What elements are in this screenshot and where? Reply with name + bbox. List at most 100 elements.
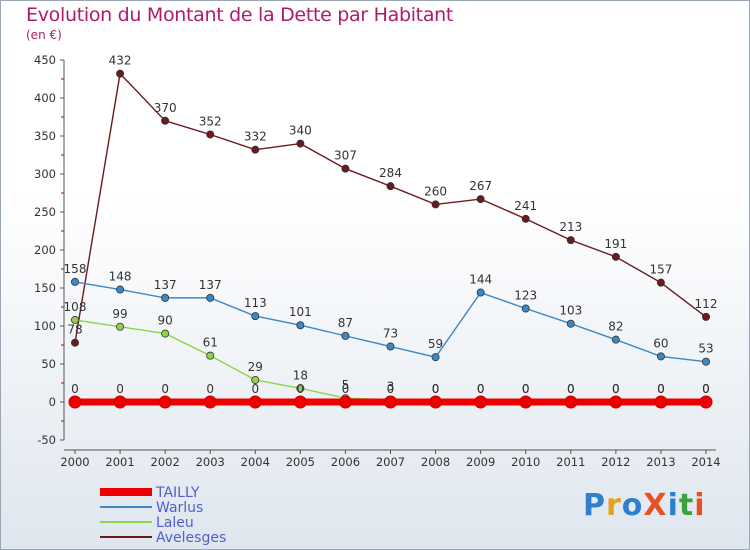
point-warlus <box>476 288 485 297</box>
point-tailly <box>609 395 623 409</box>
point-warlus <box>566 319 575 328</box>
logo-letter: r <box>606 488 622 523</box>
data-label-tailly: 0 <box>477 382 485 396</box>
point-avelesges <box>656 278 665 287</box>
data-label-laleu: 0 <box>477 382 485 396</box>
point-laleu <box>71 315 80 324</box>
point-avelesges <box>251 145 260 154</box>
data-label-tailly: 0 <box>387 382 395 396</box>
point-laleu <box>116 322 125 331</box>
y-tick-label: 150 <box>34 281 56 295</box>
point-tailly <box>564 395 578 409</box>
y-tick-label: 350 <box>34 129 56 143</box>
data-label-tailly: 0 <box>251 382 259 396</box>
x-tick-label: 2008 <box>421 455 450 469</box>
data-label-laleu: 5 <box>342 378 350 392</box>
point-tailly <box>699 395 713 409</box>
x-tick-label: 2012 <box>601 455 630 469</box>
data-label-avelesges: 432 <box>109 54 132 68</box>
data-label-tailly: 0 <box>342 382 350 396</box>
logo-letter: o <box>621 488 644 523</box>
data-label-laleu: 18 <box>293 368 308 382</box>
point-tailly <box>113 395 127 409</box>
data-label-warlus: 103 <box>559 304 582 318</box>
point-laleu <box>251 375 260 384</box>
x-tick-label: 2000 <box>60 455 89 469</box>
legend-label-tailly: TAILLY <box>155 485 200 501</box>
point-warlus <box>116 285 125 294</box>
x-tick-label: 2010 <box>511 455 540 469</box>
logo-letter: P <box>583 488 606 523</box>
data-label-avelesges: 352 <box>199 114 222 128</box>
x-tick-label: 2014 <box>691 455 720 469</box>
logo-letter: i <box>667 488 679 523</box>
x-tick-label: 2013 <box>646 455 675 469</box>
data-label-tailly: 0 <box>297 382 305 396</box>
data-label-avelesges: 112 <box>695 297 718 311</box>
point-tailly <box>203 395 217 409</box>
data-label-warlus: 101 <box>289 305 312 319</box>
chart-title: Evolution du Montant de la Dette par Hab… <box>26 4 454 26</box>
x-tick-label: 2004 <box>241 455 270 469</box>
point-tailly <box>474 395 488 409</box>
data-label-avelesges: 370 <box>154 101 177 115</box>
point-warlus <box>386 342 395 351</box>
point-warlus <box>521 304 530 313</box>
data-label-avelesges: 78 <box>67 323 82 337</box>
data-label-warlus: 123 <box>514 289 537 303</box>
point-avelesges <box>611 252 620 261</box>
logo-letter: X <box>643 488 668 523</box>
point-warlus <box>341 331 350 340</box>
point-tailly <box>293 395 307 409</box>
point-avelesges <box>521 214 530 223</box>
point-tailly <box>158 395 172 409</box>
data-label-laleu: 99 <box>112 307 127 321</box>
data-label-avelesges: 340 <box>289 124 312 138</box>
data-label-tailly: 0 <box>161 382 169 396</box>
point-laleu <box>206 351 215 360</box>
data-label-laleu: 0 <box>612 382 620 396</box>
data-label-warlus: 87 <box>338 316 353 330</box>
data-label-laleu: 0 <box>522 382 530 396</box>
data-label-tailly: 0 <box>432 382 440 396</box>
y-tick-label: 450 <box>34 53 56 67</box>
x-tick-label: 2003 <box>196 455 225 469</box>
y-tick-label: 200 <box>34 243 56 257</box>
logo-letter: t <box>678 488 695 523</box>
point-avelesges <box>296 139 305 148</box>
point-tailly <box>384 395 397 409</box>
point-avelesges <box>206 130 215 139</box>
x-tick-label: 2007 <box>376 455 405 469</box>
data-label-warlus: 148 <box>109 270 132 284</box>
data-label-warlus: 60 <box>653 336 668 350</box>
point-tailly <box>248 395 262 409</box>
data-label-warlus: 144 <box>469 273 492 287</box>
legend-label-avelesges: Avelesges <box>156 530 226 546</box>
point-avelesges <box>566 236 575 245</box>
point-avelesges <box>702 312 711 321</box>
data-label-laleu: 108 <box>64 300 87 314</box>
point-warlus <box>251 312 260 321</box>
point-warlus <box>161 293 170 302</box>
data-label-avelesges: 307 <box>334 149 357 163</box>
point-tailly <box>429 395 443 409</box>
data-label-tailly: 0 <box>116 382 124 396</box>
x-tick-label: 2011 <box>556 455 585 469</box>
proxiti-logo: ProXiti <box>583 488 706 523</box>
data-label-avelesges: 241 <box>514 199 537 213</box>
data-label-warlus: 137 <box>199 278 222 292</box>
point-tailly <box>654 395 668 409</box>
y-tick-label: 100 <box>34 319 56 333</box>
y-tick-label: 0 <box>49 395 56 409</box>
data-label-avelesges: 332 <box>244 130 267 144</box>
point-warlus <box>702 357 711 366</box>
data-label-avelesges: 157 <box>649 263 672 277</box>
data-label-tailly: 0 <box>206 382 214 396</box>
data-label-laleu: 0 <box>657 382 665 396</box>
data-label-avelesges: 260 <box>424 184 447 198</box>
